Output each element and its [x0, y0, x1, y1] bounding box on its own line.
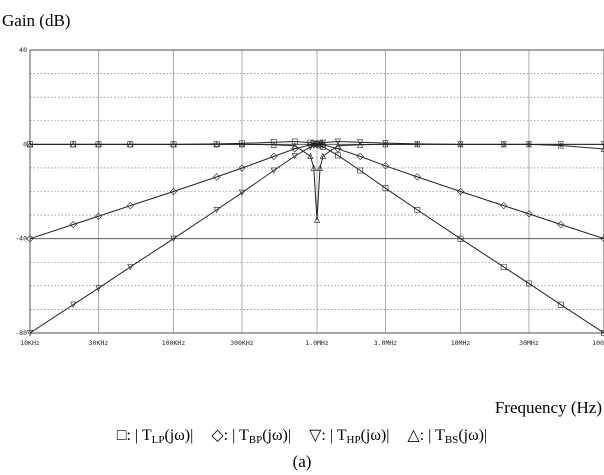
data-marker — [319, 141, 327, 149]
data-marker — [382, 185, 389, 192]
x-tick-label: 3.0MHz — [374, 339, 398, 347]
legend-label: | TBS(jω)| — [428, 427, 487, 446]
data-marker — [414, 206, 421, 213]
data-marker — [26, 235, 34, 243]
y-tick-label: -40 — [15, 235, 27, 243]
data-marker — [291, 142, 298, 149]
x-tick-label: 300KHz — [230, 339, 254, 347]
x-tick-label: 10MHz — [451, 339, 471, 347]
data-marker — [413, 173, 421, 181]
data-marker — [238, 141, 246, 148]
data-marker — [26, 141, 34, 148]
data-marker — [500, 141, 507, 148]
legend-label: | TBP(jω)| — [232, 427, 291, 446]
plot-frame — [29, 49, 604, 334]
y-axis-label: Gain (dB) — [2, 11, 70, 30]
data-marker — [26, 330, 34, 337]
data-marker — [170, 235, 177, 242]
data-marker — [357, 139, 364, 146]
data-marker — [600, 235, 604, 243]
series-line — [30, 143, 604, 220]
data-marker — [381, 162, 390, 170]
data-marker — [557, 141, 564, 148]
data-marker — [382, 141, 389, 148]
x-tick-label: 10KHz — [20, 339, 40, 347]
data-marker — [69, 220, 77, 229]
data-marker — [213, 173, 221, 181]
caption: (a) — [293, 452, 312, 471]
data-marker — [335, 152, 341, 159]
x-axis-label: Frequency (Hz) — [495, 398, 602, 417]
data-marker — [457, 235, 464, 242]
data-marker — [357, 167, 364, 174]
legend-symbol: △: — [407, 427, 424, 444]
data-marker — [334, 142, 342, 149]
y-tick-label: 40 — [19, 46, 27, 54]
data-marker — [601, 330, 604, 336]
data-marker — [414, 141, 421, 148]
data-marker — [557, 142, 564, 149]
data-marker — [334, 138, 342, 145]
data-marker — [170, 141, 177, 148]
x-tick-label: 100MHz — [592, 339, 604, 347]
data-marker — [456, 187, 465, 196]
data-marker — [307, 152, 314, 160]
data-marker — [600, 141, 604, 148]
data-marker — [306, 141, 315, 149]
data-marker — [169, 187, 178, 196]
x-tick-label: 100KHz — [162, 339, 186, 347]
legend: □: | TLP(jω)| ◇: | TBP(jω)| ▽: | THP(jω)| △: | … — [117, 427, 487, 446]
data-marker — [557, 220, 565, 229]
legend-label: | TLP(jω)| — [135, 427, 193, 446]
data-marker — [270, 167, 277, 174]
data-marker — [382, 140, 389, 147]
legend-symbol: □: — [117, 427, 131, 444]
x-tick-label: 30KHz — [89, 339, 109, 347]
x-tick-label: 30MHz — [519, 339, 539, 347]
data-marker — [270, 152, 278, 160]
data-marker — [213, 141, 220, 148]
data-marker — [525, 210, 533, 218]
data-marker — [356, 152, 364, 160]
x-tick-label: 1.0MHz — [305, 339, 329, 347]
legend-symbol: ▽: — [309, 427, 326, 444]
data-marker — [95, 141, 102, 148]
data-marker — [316, 140, 324, 147]
data-marker — [310, 142, 317, 149]
data-marker — [319, 152, 327, 160]
y-tick-label: 0 — [23, 140, 27, 148]
data-marker — [307, 144, 314, 151]
data-marker — [313, 216, 321, 223]
data-marker — [95, 285, 102, 292]
data-marker — [313, 141, 321, 148]
data-marker — [238, 164, 246, 172]
data-marker — [319, 139, 327, 146]
data-marker — [126, 202, 134, 210]
data-marker — [94, 212, 103, 220]
data-marker — [316, 164, 324, 171]
data-marker — [70, 141, 77, 148]
data-marker — [525, 141, 533, 148]
legend-symbol: ◇: — [211, 427, 228, 444]
data-marker — [213, 206, 220, 214]
data-marker — [70, 301, 77, 308]
data-marker — [127, 141, 134, 148]
data-marker — [557, 301, 564, 308]
data-marker — [127, 264, 134, 271]
legend-label: | THP(jω)| — [330, 427, 390, 446]
data-marker — [291, 153, 298, 160]
y-tick-label: -80 — [15, 329, 27, 337]
data-marker — [600, 145, 604, 152]
data-marker — [238, 189, 246, 196]
data-marker — [526, 280, 532, 287]
data-marker — [500, 264, 507, 270]
data-marker — [310, 164, 317, 171]
data-marker — [357, 141, 364, 148]
data-marker — [457, 141, 464, 148]
data-marker — [270, 141, 277, 148]
data-marker — [291, 138, 298, 145]
data-marker — [500, 202, 508, 210]
